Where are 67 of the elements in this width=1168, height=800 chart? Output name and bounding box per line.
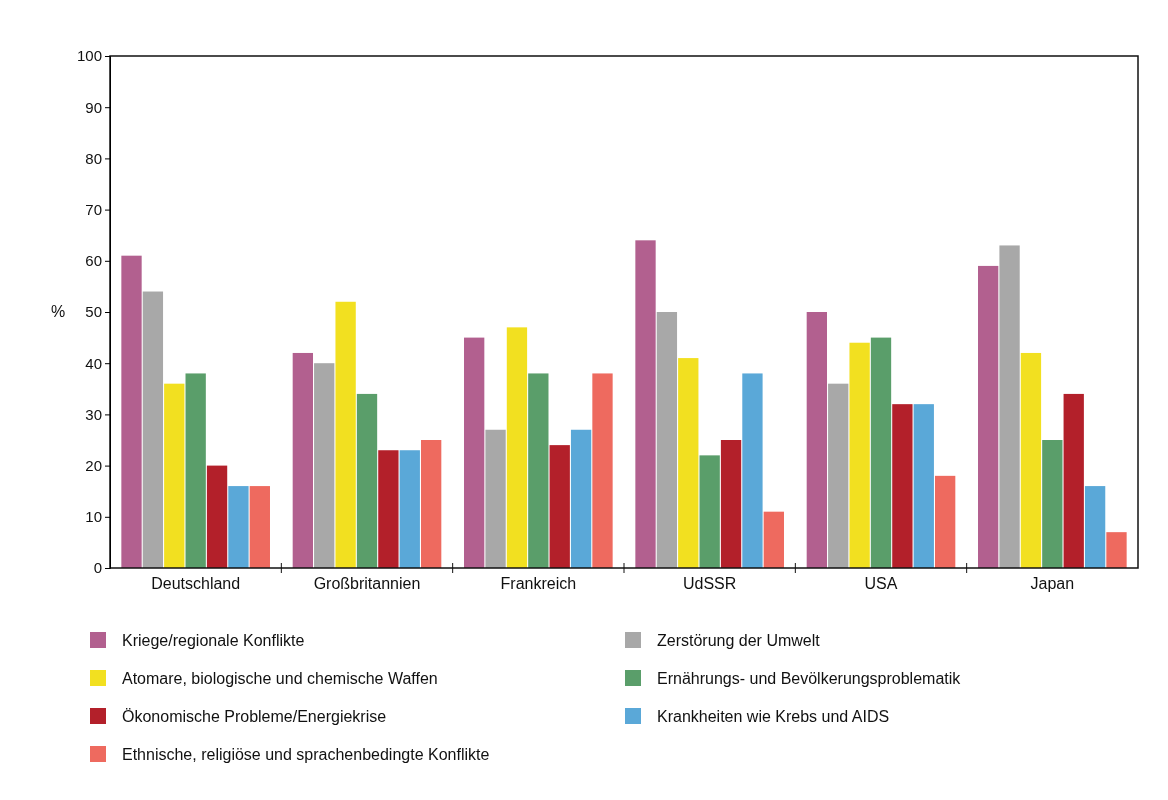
bar [892,404,913,568]
bar [678,358,699,568]
y-tick-label: 0 [93,559,102,577]
bar [164,383,185,568]
y-tick-label: 90 [85,98,102,116]
y-tick-label: 80 [85,149,102,167]
bar [185,373,206,568]
y-tick-label: 100 [76,47,102,65]
x-tick-label: UdSSR [682,575,737,593]
x-tick-label: Japan [1030,575,1075,593]
x-tick-label: Großbritannien [313,575,421,593]
bar [206,465,228,568]
bar [356,393,378,568]
legend-label: Kriege/regionale Konflikte [122,632,305,649]
bar [549,445,570,568]
bar [806,312,827,568]
legend-label: Ernährungs- und Bevölkerungsproblematik [657,670,962,687]
bar [314,363,335,568]
bar [828,383,849,568]
bar [1042,440,1063,568]
bar [485,429,506,568]
bar [1084,486,1106,568]
bar [228,486,249,568]
bar [913,404,934,568]
bar [249,486,270,568]
y-tick-label: 10 [85,508,102,526]
legend-label: Krankheiten wie Krebs und AIDS [657,708,890,725]
bar [570,429,592,568]
y-tick-label: 40 [85,354,102,372]
bar [399,450,420,568]
x-tick-label: USA [864,575,898,593]
bar [763,511,784,568]
bar [742,373,763,568]
legend-label: Zerstörung der Umwelt [657,632,821,649]
y-tick-label: 60 [85,252,102,270]
x-tick-label: Deutschland [151,575,241,593]
bar [421,440,442,568]
bar [1106,532,1127,568]
x-tick-label: Frankreich [500,575,577,593]
y-tick-label: 50 [85,303,102,321]
bar [142,291,164,568]
bar [656,312,678,568]
bar [935,475,956,568]
bar [635,240,656,568]
bar [378,450,399,568]
bar [870,337,892,568]
bar [699,455,720,568]
bar [720,440,742,568]
y-tick-label: 70 [85,200,102,218]
y-axis-title: % [50,303,66,320]
bar [849,342,870,568]
bar [121,255,142,568]
bar [464,337,485,568]
legend-label: Ökonomische Probleme/Energiekrise [122,708,387,725]
bar [335,301,356,568]
legend-label: Ethnische, religiöse und sprachenbedingte Konflikte [122,746,490,763]
bar [506,327,528,568]
y-tick-label: 30 [85,405,102,423]
bar [999,245,1020,568]
bar [978,265,999,568]
legend-label: Atomare, biologische und chemische Waffen [122,670,438,687]
bar [1020,352,1042,568]
bar [528,373,549,568]
bar [592,373,613,568]
y-tick-label: 20 [85,456,102,474]
bar [1063,393,1084,568]
bar [292,352,313,568]
